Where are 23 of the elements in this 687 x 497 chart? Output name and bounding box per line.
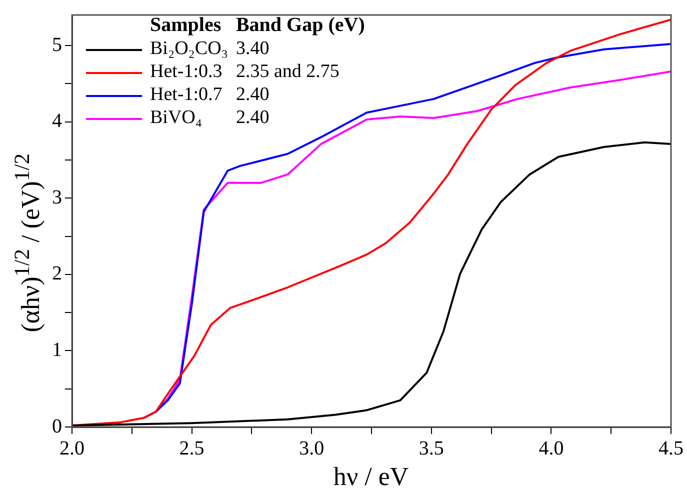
annotation: 2.40 [234,83,270,106]
y-tick-label: 0 [52,415,62,438]
y-tick-label: 5 [52,34,62,56]
annotation: 2.40 [234,106,270,129]
legend-label: Bi₂O₂CO₃ [149,37,229,60]
y-tick-label: 4 [52,110,62,132]
x-tick-label: 4.5 [658,437,684,460]
legend-label: Het-1:0.3 [149,60,224,83]
x-tick-label: 3.5 [418,437,444,460]
y-tick-label: 3 [52,186,62,208]
annotation: Band Gap (eV) [234,14,366,37]
y-tick-label: 2 [52,262,62,285]
legend-label: BiVO₄ [149,106,204,129]
x-tick-label: 2.0 [60,437,84,460]
legend-title: Samples [149,14,222,37]
x-axis-title: hν / eV [332,462,410,492]
annotation: 3.40 [234,37,270,60]
y-tick-label: 1 [52,338,62,361]
legend-label: Het-1:0.7 [149,83,224,106]
x-tick-label: 3.0 [299,437,324,460]
annotation: 2.35 and 2.75 [234,60,340,83]
x-tick-label: 2.5 [179,437,204,460]
x-tick-label: 4.0 [538,437,564,460]
